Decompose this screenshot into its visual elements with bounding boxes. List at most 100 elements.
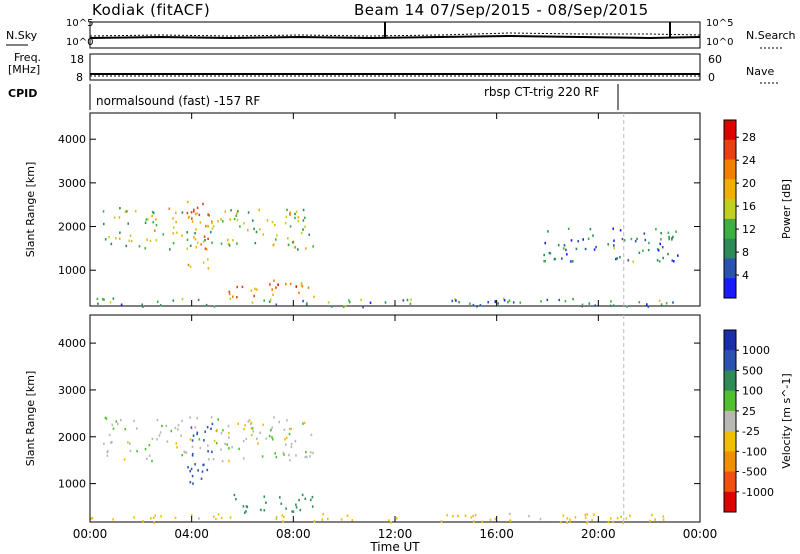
echo-cell (120, 303, 123, 306)
echo-cell (300, 284, 303, 287)
echo-cell (251, 427, 254, 430)
echo-cell (211, 227, 214, 230)
echo-cell (311, 495, 314, 499)
echo-cell (108, 236, 110, 239)
echo-cell (103, 442, 105, 445)
echo-cell (632, 260, 634, 263)
echo-cell (160, 515, 162, 518)
echo-cell (91, 516, 94, 520)
echo-cell (194, 212, 197, 216)
echo-cell (298, 498, 300, 502)
echo-cell (224, 210, 227, 213)
echo-cell (231, 446, 233, 449)
echo-cell (127, 222, 129, 225)
colorbar-segment (724, 179, 736, 200)
echo-cell (144, 447, 147, 451)
noise-search-series (89, 32, 701, 37)
colorbar-segment (724, 238, 736, 259)
echo-cell (202, 261, 205, 264)
echo-cell (327, 517, 329, 521)
echo-cell (165, 424, 168, 428)
echo-cell (283, 428, 286, 431)
echo-cell (146, 457, 148, 461)
echo-cell (667, 231, 670, 234)
echo-cell (295, 506, 298, 509)
echo-cell (271, 288, 273, 291)
echo-cell (153, 521, 155, 525)
echo-cell (660, 232, 662, 235)
echo-cell (191, 217, 193, 220)
echo-cell (117, 422, 119, 426)
echo-cell (313, 520, 316, 523)
colorbar-tick-label: -1000 (742, 486, 774, 499)
echo-cell (204, 430, 206, 433)
echo-cell (175, 442, 178, 445)
echo-cell (228, 244, 231, 247)
noise-left-tick-bottom: 10^0 (66, 37, 94, 48)
echo-cell (190, 467, 193, 471)
echo-cell (154, 514, 156, 517)
echo-cell (245, 510, 247, 513)
echo-cell (211, 221, 213, 225)
echo-cell (481, 520, 484, 523)
echo-cell (472, 520, 475, 523)
echo-cell (287, 237, 289, 240)
echo-cell (277, 283, 279, 286)
echo-cell (243, 222, 245, 225)
echo-cell (570, 239, 573, 242)
echo-cell (268, 434, 271, 438)
echo-cell (297, 219, 300, 223)
echo-cell (177, 424, 180, 427)
x-axis-label: Time UT (369, 540, 420, 554)
echo-cell (344, 304, 347, 308)
echo-cell (610, 300, 612, 303)
echo-cell (228, 436, 230, 439)
echo-cell (304, 497, 307, 500)
echo-cell (174, 516, 177, 519)
echo-cell (625, 517, 628, 520)
echo-cell (284, 438, 286, 441)
echo-cell (181, 419, 183, 423)
echo-cell (185, 451, 188, 454)
echo-cell (113, 216, 116, 219)
echo-cell (302, 219, 305, 222)
noise-right-tick-top: 10^5 (706, 18, 734, 29)
echo-cell (306, 303, 308, 306)
echo-cell (254, 241, 257, 245)
echo-cell (152, 221, 154, 224)
colorbar-tick-label: 25 (742, 405, 756, 418)
freq-tick-top: 18 (70, 53, 84, 66)
nave-tick-top: 60 (708, 53, 722, 66)
echo-cell (253, 227, 255, 231)
echo-cell (272, 293, 274, 296)
echo-cell (148, 454, 151, 457)
echo-cell (309, 455, 311, 458)
echo-cell (566, 517, 569, 520)
echo-cell (593, 248, 596, 251)
echo-cell (108, 433, 111, 437)
echo-cell (572, 260, 574, 263)
noise-left-tick-top: 10^5 (66, 18, 94, 29)
echo-cell (251, 301, 254, 304)
echo-cell (147, 218, 149, 221)
echo-cell (655, 228, 657, 231)
echo-cell (187, 466, 189, 469)
echo-cell (228, 290, 231, 293)
echo-cell (220, 448, 222, 451)
colorbar-tick-label: -100 (742, 445, 767, 458)
echo-cell (539, 517, 542, 521)
echo-cell (388, 519, 390, 522)
echo-cell (237, 210, 239, 213)
y-axis-label: Slant Range [km] (24, 371, 37, 467)
colorbar-segment (724, 139, 736, 161)
echo-cell (390, 521, 392, 524)
echo-cell (254, 287, 256, 291)
echo-cell (306, 455, 308, 459)
echo-cell (168, 207, 171, 210)
echo-cell (586, 521, 588, 525)
echo-cell (295, 503, 297, 506)
echo-cell (176, 231, 178, 234)
echo-cell (440, 520, 443, 523)
echo-cell (247, 211, 250, 214)
